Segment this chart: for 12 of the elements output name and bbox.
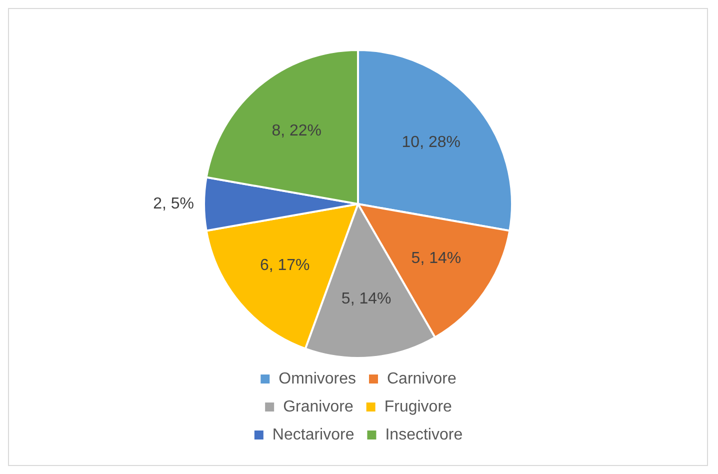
- legend-label: Carnivore: [386, 370, 456, 388]
- legend-label: Insectivore: [385, 426, 463, 444]
- legend-label: Frugivore: [384, 398, 452, 416]
- data-label: 2, 5%: [153, 195, 194, 212]
- legend-label: Omnivores: [278, 370, 356, 388]
- legend-label: Granivore: [283, 398, 354, 416]
- data-label: 10, 28%: [402, 134, 460, 152]
- data-label: 5, 14%: [341, 290, 392, 308]
- data-label: 8, 22%: [272, 122, 322, 140]
- data-label: 5, 14%: [411, 250, 462, 268]
- data-label: 6, 17%: [260, 256, 310, 274]
- legend-label: Nectarivore: [272, 426, 354, 444]
